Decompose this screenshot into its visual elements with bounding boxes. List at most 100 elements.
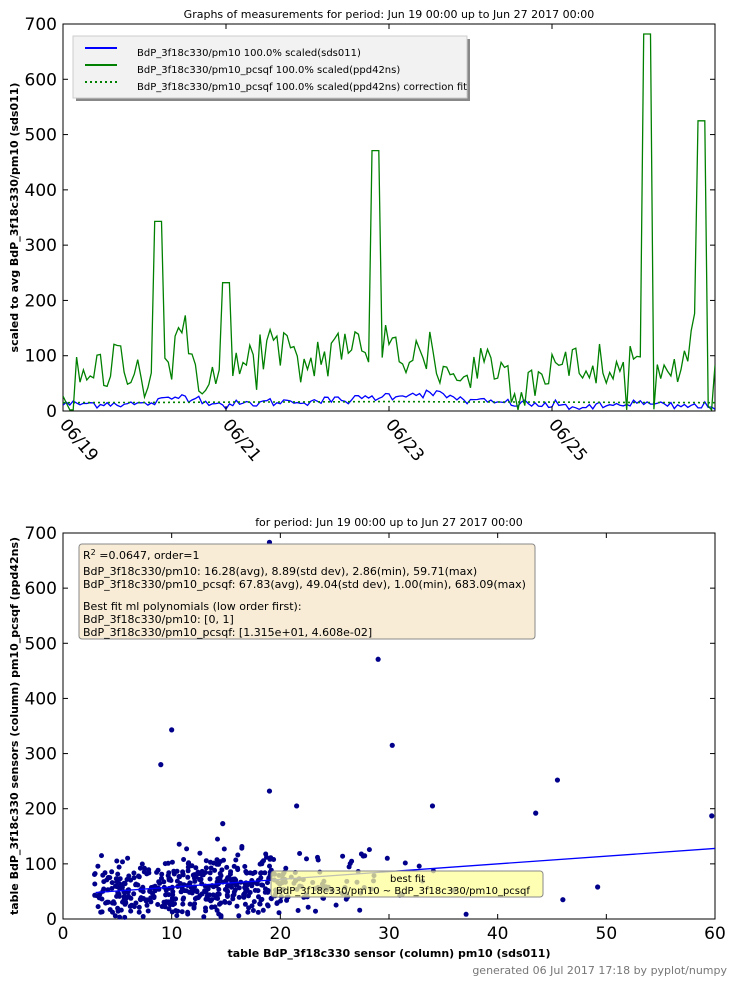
scatter-point xyxy=(221,857,226,863)
scatter-point xyxy=(278,898,283,904)
scatter-point xyxy=(169,727,175,733)
y-tick-label: 100 xyxy=(25,347,57,367)
scatter-point xyxy=(161,879,167,885)
scatter-point xyxy=(115,871,121,877)
scatter-point xyxy=(375,656,381,662)
scatter-point xyxy=(217,871,223,876)
scatter-point xyxy=(358,851,364,857)
scatter-point xyxy=(129,902,135,908)
fit-line xyxy=(95,847,716,894)
scatter-point xyxy=(256,894,261,900)
scatter-point xyxy=(284,897,290,903)
scatter-point xyxy=(95,863,101,869)
scatter-point xyxy=(184,846,190,852)
scatter-point xyxy=(137,865,143,871)
scatter-point xyxy=(236,913,242,919)
y-tick-label: 600 xyxy=(25,70,57,90)
scatter-point xyxy=(148,899,154,905)
scatter-point xyxy=(185,874,191,880)
scatter-point xyxy=(203,889,209,895)
scatter-point xyxy=(193,865,199,871)
scatter-point xyxy=(225,894,230,899)
stats-r2: R2 =0.0647, order=1 xyxy=(83,548,200,562)
scatter-point xyxy=(136,904,142,910)
scatter-point xyxy=(109,869,115,875)
scatter-point xyxy=(349,858,355,864)
scatter-point xyxy=(203,896,209,902)
scatter-point xyxy=(158,762,164,768)
stats-line: BdP_3f18c330/pm10: 16.28(avg), 8.89(std … xyxy=(83,565,477,578)
x-tick-label: 20 xyxy=(270,924,292,944)
scatter-point xyxy=(169,859,175,865)
scatter-point xyxy=(251,899,257,905)
scatter-point xyxy=(180,901,186,907)
top-plot-series xyxy=(63,33,715,411)
scatter-point xyxy=(162,861,168,867)
scatter-point xyxy=(265,902,270,908)
stats-line: BdP_3f18c330/pm10: [0, 1] xyxy=(83,613,234,626)
scatter-point xyxy=(114,858,120,864)
scatter-point xyxy=(105,899,111,905)
scatter-point xyxy=(260,882,266,888)
scatter-point xyxy=(182,888,187,894)
y-tick-label: 200 xyxy=(25,291,57,311)
y-tick-label: 300 xyxy=(25,236,57,256)
series-line-1 xyxy=(63,33,715,411)
scatter-point xyxy=(533,810,539,816)
scatter-point xyxy=(274,901,280,906)
scatter-point xyxy=(249,878,255,883)
bottom-x-axis-ticks: 0 10 20 30 40 50 60 xyxy=(58,533,726,944)
scatter-point xyxy=(246,905,252,911)
scatter-point xyxy=(357,907,363,913)
scatter-point xyxy=(145,908,151,914)
x-tick-label: 06/21 xyxy=(218,415,265,465)
scatter-point xyxy=(109,880,115,886)
scatter-point xyxy=(173,908,179,914)
scatter-point xyxy=(295,908,301,913)
scatter-point xyxy=(227,900,232,906)
scatter-point xyxy=(260,907,266,913)
scatter-point xyxy=(233,857,239,863)
x-tick-label: 30 xyxy=(378,924,400,944)
scatter-point xyxy=(207,892,212,898)
time-series-chart: Graphs of measurements for period: Jun 1… xyxy=(8,8,716,466)
x-tick-label: 06/25 xyxy=(544,415,591,465)
scatter-point xyxy=(283,865,289,871)
x-tick-label: 06/23 xyxy=(381,415,428,465)
stats-line: BdP_3f18c330/pm10_pcsqf: 67.83(avg), 49.… xyxy=(83,578,526,591)
scatter-point xyxy=(304,856,309,862)
scatter-point xyxy=(142,865,147,871)
scatter-point xyxy=(166,906,172,912)
scatter-point xyxy=(185,861,191,867)
scatter-point xyxy=(192,875,197,881)
scatter-point xyxy=(197,893,203,899)
y-tick-label: 400 xyxy=(25,181,57,201)
scatter-point xyxy=(257,861,263,867)
scatter-point xyxy=(159,871,165,877)
scatter-point xyxy=(243,869,249,874)
scatter-point xyxy=(117,876,123,882)
scatter-point xyxy=(99,896,105,902)
scatter-point xyxy=(133,900,139,906)
x-tick-label: 06/19 xyxy=(55,415,102,465)
scatter-point xyxy=(221,846,227,852)
scatter-point xyxy=(126,873,132,879)
scatter-point xyxy=(112,913,118,919)
scatter-point xyxy=(258,870,264,876)
scatter-point xyxy=(181,857,187,862)
scatter-point xyxy=(271,857,277,862)
scatter-point xyxy=(95,904,101,910)
scatter-point xyxy=(136,909,142,915)
y-tick-label: 100 xyxy=(25,855,57,875)
x-tick-label: 50 xyxy=(596,924,618,944)
scatter-point xyxy=(313,908,318,914)
scatter-point xyxy=(294,803,300,809)
scatter-point xyxy=(159,904,165,909)
scatter-point xyxy=(113,876,119,882)
scatter-point xyxy=(384,855,390,861)
scatter-point xyxy=(101,886,107,892)
fit-label-line: best fit xyxy=(390,874,425,885)
scatter-point xyxy=(174,913,180,919)
scatter-point xyxy=(266,788,273,794)
bottom-x-axis-label: table BdP_3f18c330 sensor (column) pm10 … xyxy=(227,947,550,960)
